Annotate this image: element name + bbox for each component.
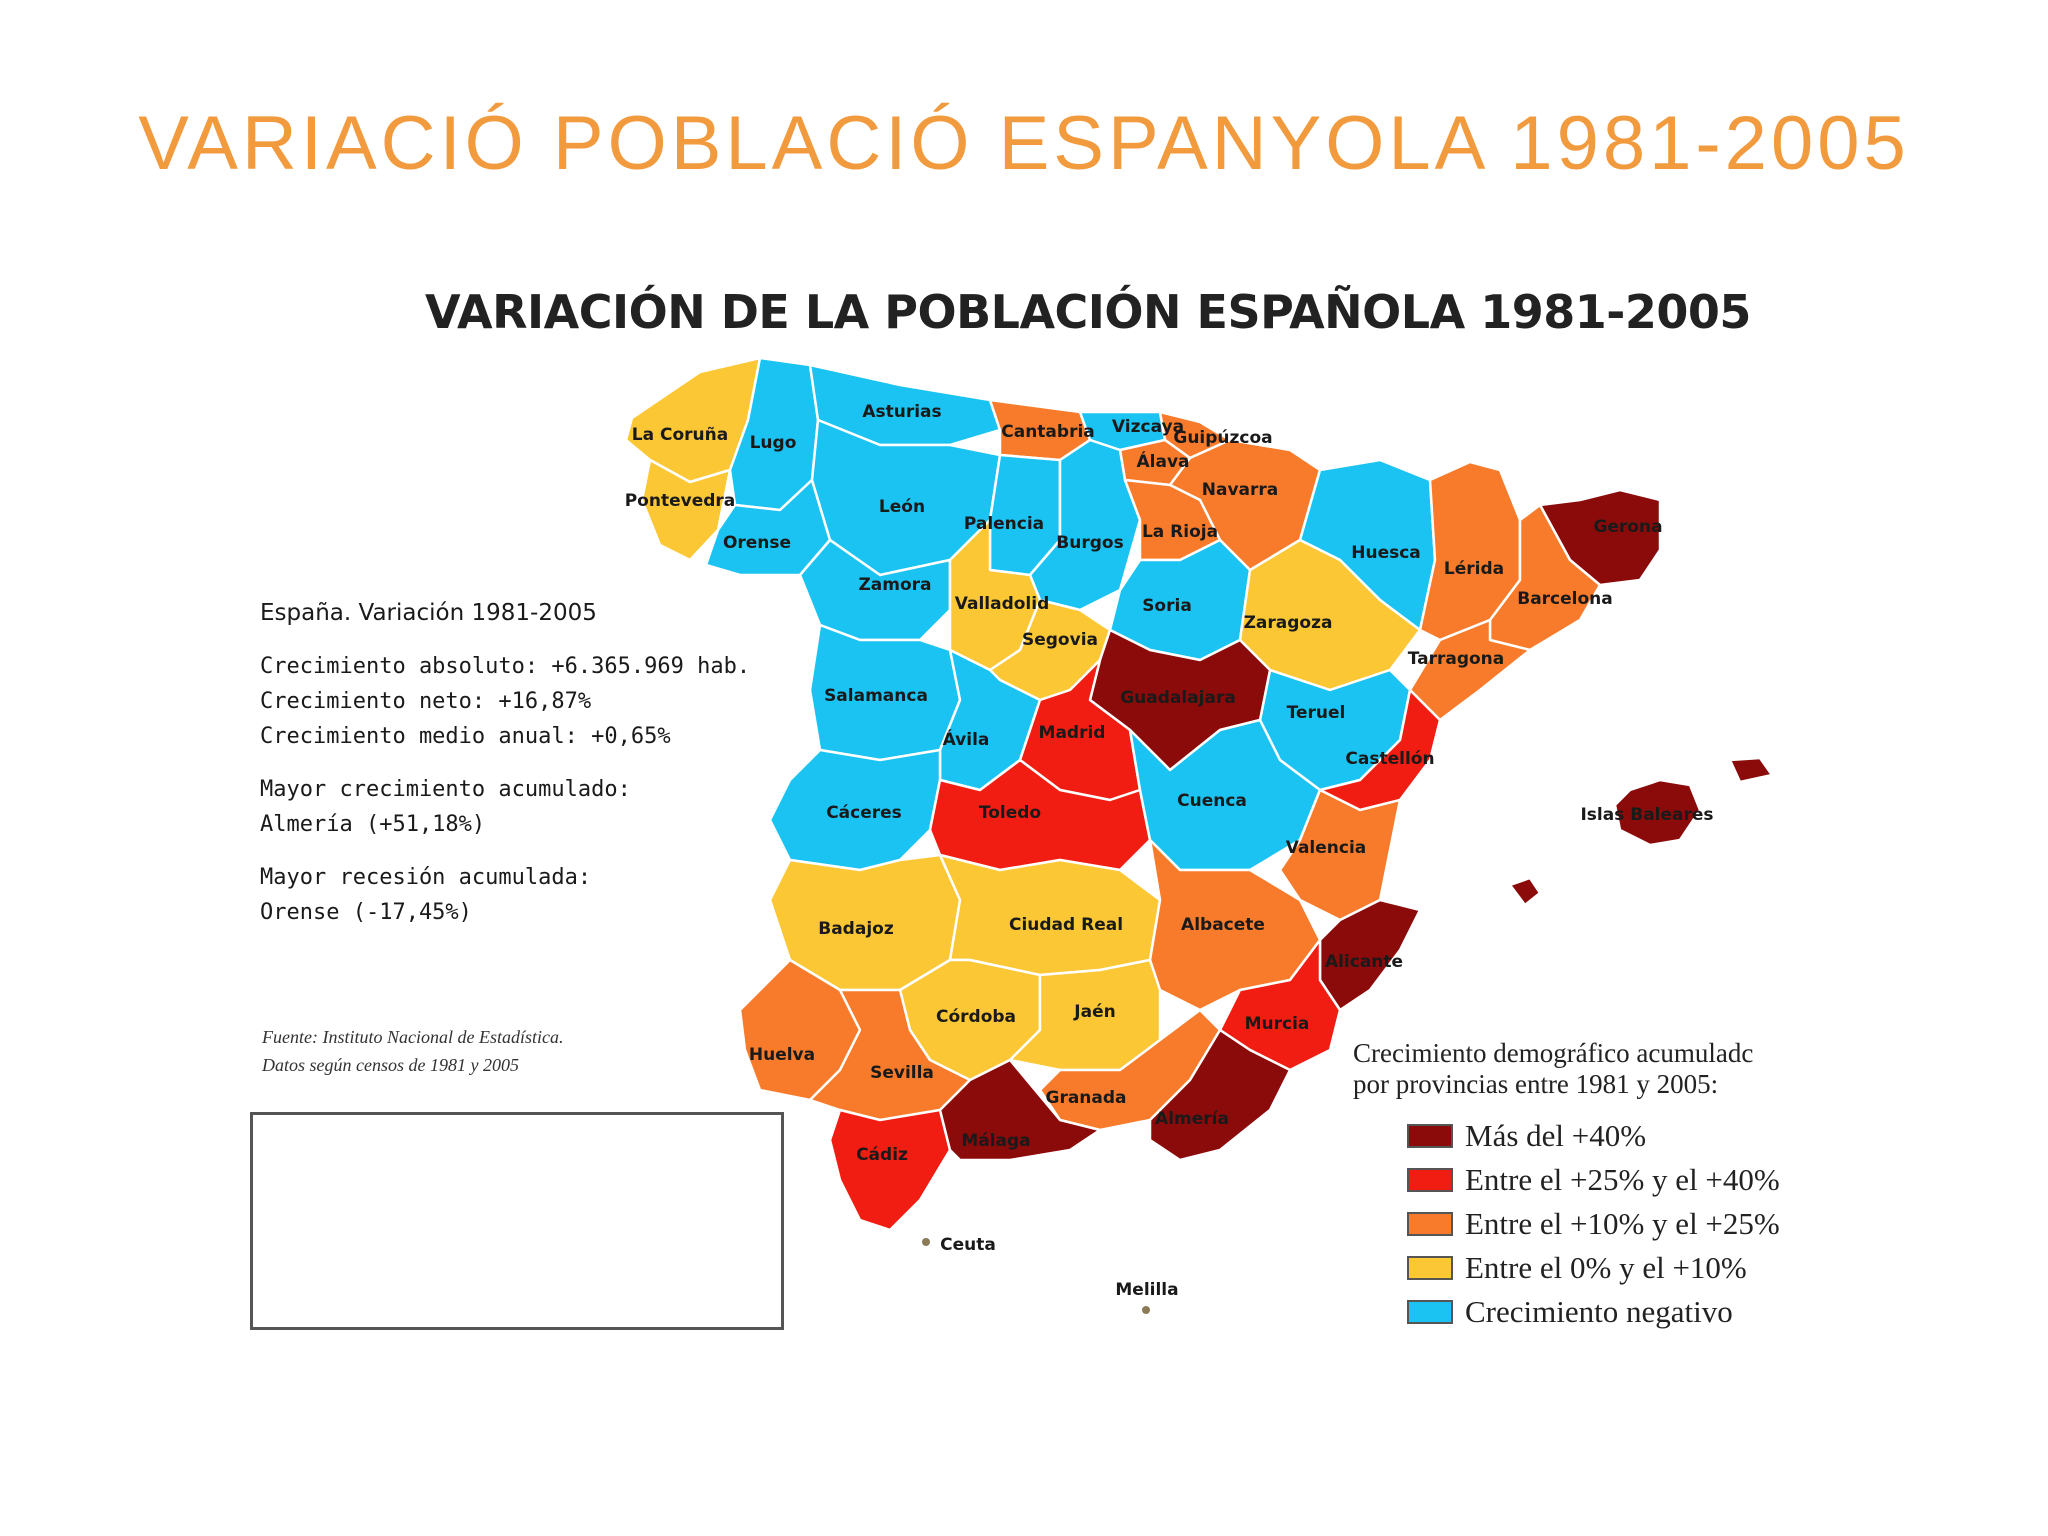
stats-min-label: Mayor recesión acumulada:: [260, 865, 592, 890]
province-label: Burgos: [1056, 533, 1123, 553]
province-label: Córdoba: [936, 1007, 1016, 1027]
legend-item: Crecimiento negativo: [1407, 1290, 1780, 1334]
province-label: Ciudad Real: [1009, 915, 1123, 935]
province-label: Alicante: [1325, 952, 1403, 972]
province-label: Soria: [1142, 596, 1192, 616]
province-label: Madrid: [1039, 723, 1106, 743]
province-label: Lérida: [1444, 559, 1504, 579]
province-label: Almería: [1155, 1109, 1229, 1129]
province-label: Tarragona: [1408, 649, 1505, 669]
island-menorca[interactable]: [1728, 756, 1774, 784]
province-label: Cuenca: [1177, 791, 1247, 811]
legend-swatch: [1407, 1300, 1453, 1324]
province-label: Guadalajara: [1120, 688, 1236, 708]
stats-heading: España. Variación 1981-2005: [260, 600, 597, 626]
ceuta-marker: [922, 1238, 930, 1246]
province-label: Gerona: [1593, 517, 1662, 537]
province-label: Cádiz: [856, 1145, 908, 1165]
province-label: Granada: [1045, 1088, 1126, 1108]
legend-swatch: [1407, 1124, 1453, 1148]
legend-label: Entre el +25% y el +40%: [1465, 1162, 1780, 1197]
stats-max-value: Almería (+51,18%): [260, 812, 486, 837]
legend-swatch: [1407, 1256, 1453, 1280]
legend-items: Más del +40% Entre el +25% y el +40% Entre…: [1407, 1114, 1780, 1334]
legend-swatch: [1407, 1212, 1453, 1236]
legend-label: Entre el +10% y el +25%: [1465, 1206, 1780, 1241]
legend-item: Entre el +10% y el +25%: [1407, 1202, 1780, 1246]
province-label: Navarra: [1202, 480, 1279, 500]
legend-title-2: por provincias entre 1981 y 2005:: [1353, 1069, 1719, 1099]
province-label: Valencia: [1286, 838, 1367, 858]
island-ibiza[interactable]: [1508, 876, 1542, 907]
legend-item: Entre el +25% y el +40%: [1407, 1158, 1780, 1202]
stats-annual: Crecimiento medio anual: +0,65%: [260, 724, 671, 749]
province-label: Guipúzcoa: [1173, 428, 1272, 448]
stats-panel: España. Variación 1981-2005 Crecimiento …: [260, 596, 750, 930]
province-label: Ávila: [943, 728, 990, 750]
province-label: Ceuta: [940, 1235, 996, 1255]
province-label: Asturias: [862, 402, 941, 422]
legend-label: Crecimiento negativo: [1465, 1294, 1733, 1329]
province-label: Huelva: [749, 1045, 815, 1065]
source-line-2: Datos según censos de 1981 y 2005: [262, 1055, 519, 1075]
province-label: Zamora: [858, 575, 931, 595]
province-label: Barcelona: [1517, 589, 1613, 609]
province-label: Zaragoza: [1244, 613, 1333, 633]
slide-title: VARIACIÓ POBLACIÓ ESPANYOLA 1981-2005: [138, 101, 1910, 186]
legend-swatch: [1407, 1168, 1453, 1192]
province-label: Lugo: [750, 433, 797, 453]
province-label: Murcia: [1245, 1014, 1310, 1034]
province-pontevedra[interactable]: [640, 458, 732, 562]
province-label: Badajoz: [818, 919, 894, 939]
province-label: Huesca: [1351, 543, 1421, 563]
province-label: Pontevedra: [625, 491, 736, 511]
province-label: Cáceres: [826, 803, 902, 823]
stats-absolute: Crecimiento absoluto: +6.365.969 hab.: [260, 654, 751, 679]
province-label: León: [879, 497, 925, 517]
province-label: Melilla: [1115, 1280, 1178, 1300]
province-barcelona[interactable]: [1488, 503, 1602, 652]
province-label: Albacete: [1181, 915, 1265, 935]
legend: Crecimiento demográfico acumuladc por pr…: [1353, 1038, 1780, 1334]
province-label: Álava: [1136, 450, 1189, 472]
province-label: Salamanca: [824, 686, 928, 706]
province-label: Sevilla: [870, 1063, 934, 1083]
legend-item: Más del +40%: [1407, 1114, 1780, 1158]
map-title: VARIACIÓN DE LA POBLACIÓN ESPAÑOLA 1981-…: [425, 285, 1751, 339]
melilla-marker: [1142, 1306, 1150, 1314]
province-label: La Rioja: [1142, 522, 1218, 542]
source-line-1: Fuente: Instituto Nacional de Estadístic…: [262, 1027, 564, 1047]
stats-max-label: Mayor crecimiento acumulado:: [260, 777, 631, 802]
province-label: Málaga: [961, 1131, 1030, 1151]
stats-min-value: Orense (-17,45%): [260, 900, 472, 925]
province-label: Cantabria: [1001, 422, 1095, 442]
province-label: Islas Baleares: [1580, 805, 1713, 825]
stats-net: Crecimiento neto: +16,87%: [260, 689, 592, 714]
source-note: Fuente: Instituto Nacional de Estadístic…: [262, 1023, 563, 1079]
province-cadiz[interactable]: [828, 1108, 952, 1232]
legend-label: Entre el 0% y el +10%: [1465, 1250, 1747, 1285]
province-label: Jaén: [1073, 1002, 1115, 1022]
province-label: Castellón: [1345, 749, 1434, 769]
legend-label: Más del +40%: [1465, 1118, 1647, 1153]
island-mallorca[interactable]: [1613, 778, 1702, 847]
province-labels: La Coruña Lugo Asturias Cantabria VizcayaGui…: [253, 402, 1713, 1300]
province-label: Valladolid: [955, 594, 1050, 614]
province-malaga[interactable]: [938, 1058, 1102, 1162]
province-label: Segovia: [1022, 630, 1098, 650]
province-label: La Coruña: [632, 425, 728, 445]
province-label: Orense: [723, 533, 791, 553]
province-label: Teruel: [1287, 703, 1346, 723]
legend-title-1: Crecimiento demográfico acumuladc: [1353, 1038, 1754, 1068]
canary-islands-inset: [250, 1112, 784, 1330]
province-label: Toledo: [979, 803, 1041, 823]
province-almeria[interactable]: [1148, 1028, 1292, 1162]
province-label: Palencia: [964, 514, 1044, 534]
province-label: Vizcaya: [1112, 417, 1184, 437]
legend-item: Entre el 0% y el +10%: [1407, 1246, 1780, 1290]
